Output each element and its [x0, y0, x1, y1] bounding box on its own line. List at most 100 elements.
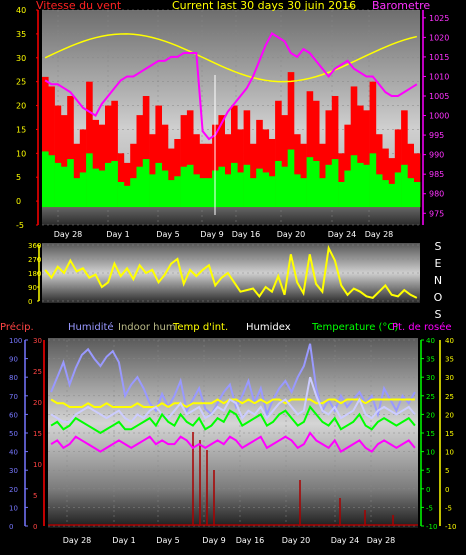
wind-bar [73, 143, 81, 208]
gust-bar [60, 166, 68, 208]
compass-label: S [435, 308, 442, 321]
x-tick-label: Day 1 [106, 230, 129, 239]
left-tick-label: 25 [16, 78, 26, 87]
wind-bar [86, 81, 93, 208]
wind-bar [136, 115, 144, 208]
gust-bar [382, 180, 389, 208]
gust-bar [344, 170, 351, 208]
series-line [50, 431, 416, 453]
wind-bar [243, 110, 251, 208]
direction-grid [42, 244, 420, 302]
gust-bar [369, 153, 377, 208]
x-tick-label: Day 28 [367, 536, 396, 545]
precip-tick-label: 15 [33, 430, 42, 438]
wind-bar [123, 162, 131, 208]
gust-bar [168, 180, 175, 208]
x-tick-label: Day 16 [232, 230, 261, 239]
x-tick-label: Day 20 [282, 536, 311, 545]
gust-bar [79, 172, 87, 208]
right-tick-label-yellow: -10 [445, 523, 456, 531]
humidity-tick-label: 60 [9, 411, 18, 419]
temperature-grid [48, 339, 418, 527]
humidity-tick-label: 10 [9, 504, 18, 512]
precip-tick-label: 30 [33, 337, 42, 345]
legend-entry: Précip. [0, 321, 34, 333]
gust-bar [142, 159, 150, 208]
gust-bar [287, 149, 295, 208]
wind-bar [256, 119, 263, 208]
wind-bar [117, 153, 125, 208]
direction-tick-label: 180 [28, 270, 41, 278]
humidity-tick-label: 0 [9, 523, 13, 531]
x-tick-label: Day 20 [277, 230, 306, 239]
wind-bar [306, 91, 314, 208]
x-tick-label: Day 1 [112, 536, 135, 545]
right-tick-label: 1020 [429, 33, 449, 42]
gust-bar [86, 153, 93, 208]
gust-bar [98, 170, 106, 208]
gust-bar [130, 178, 137, 208]
precip-tick-label: 0 [33, 523, 37, 531]
gust-bar [300, 178, 307, 208]
wind-bar [357, 105, 364, 208]
gust-bar [155, 162, 162, 208]
wind-label: Vitesse du vent [36, 0, 122, 12]
precip-tick-label: 20 [33, 399, 42, 407]
right-tick-label: 1000 [429, 112, 449, 121]
gust-bar [357, 162, 364, 208]
wind-bar [199, 143, 207, 208]
wind-bar [344, 124, 351, 208]
wind-bar [382, 148, 389, 208]
wind-bar [174, 139, 181, 208]
left-tick-label: 15 [16, 125, 26, 134]
humidity-tick-label: 80 [9, 374, 18, 382]
right-tick-label: 980 [429, 190, 444, 199]
humidity-tick-label: 90 [9, 356, 18, 364]
right-tick-label-green: -5 [426, 504, 433, 512]
compass-label: E [435, 257, 442, 270]
right-tick-label-yellow: 10 [445, 449, 454, 457]
barometer-line [44, 32, 418, 141]
wind-bar [275, 100, 282, 208]
right-tick-label-green: -10 [426, 523, 437, 531]
series-line [50, 405, 416, 435]
gust-bar [73, 178, 81, 208]
wind-bar [168, 148, 175, 208]
wind-bar [369, 81, 377, 208]
temperature-lines [50, 343, 416, 453]
wind-bar [331, 96, 339, 208]
gust-bar [281, 166, 288, 208]
legend-entry: Humidité [68, 321, 114, 333]
humidity-tick-label: 30 [9, 467, 18, 475]
gust-bar [42, 151, 49, 208]
wind-bar [161, 124, 169, 208]
wind-bar [111, 100, 118, 208]
barometer-right-axis: 1025 1020 1015 1010 1005 1000 995 990 985 980 975 [422, 10, 449, 225]
left-tick-label: 40 [16, 6, 26, 15]
wind-bar [205, 143, 213, 208]
wind-bar [186, 110, 194, 208]
right-tick-label-yellow: -5 [445, 504, 452, 512]
series-line [50, 398, 415, 409]
wind-bar [224, 134, 232, 208]
left-tick-label: 20 [16, 102, 26, 111]
wind-bar [407, 143, 414, 208]
wind-bars [42, 72, 421, 208]
legend-entry: Pt. de rosée [392, 321, 452, 333]
wind-bar [287, 72, 295, 208]
wind-bar [375, 134, 383, 208]
gust-bar [186, 164, 194, 208]
right-tick-label: 975 [429, 209, 444, 218]
left-tick-label: 10 [16, 149, 26, 158]
gust-bars [42, 149, 421, 208]
dash-separator: --- [344, 2, 354, 12]
gust-bar [180, 166, 188, 208]
right-tick-label-green: 25 [426, 393, 435, 401]
